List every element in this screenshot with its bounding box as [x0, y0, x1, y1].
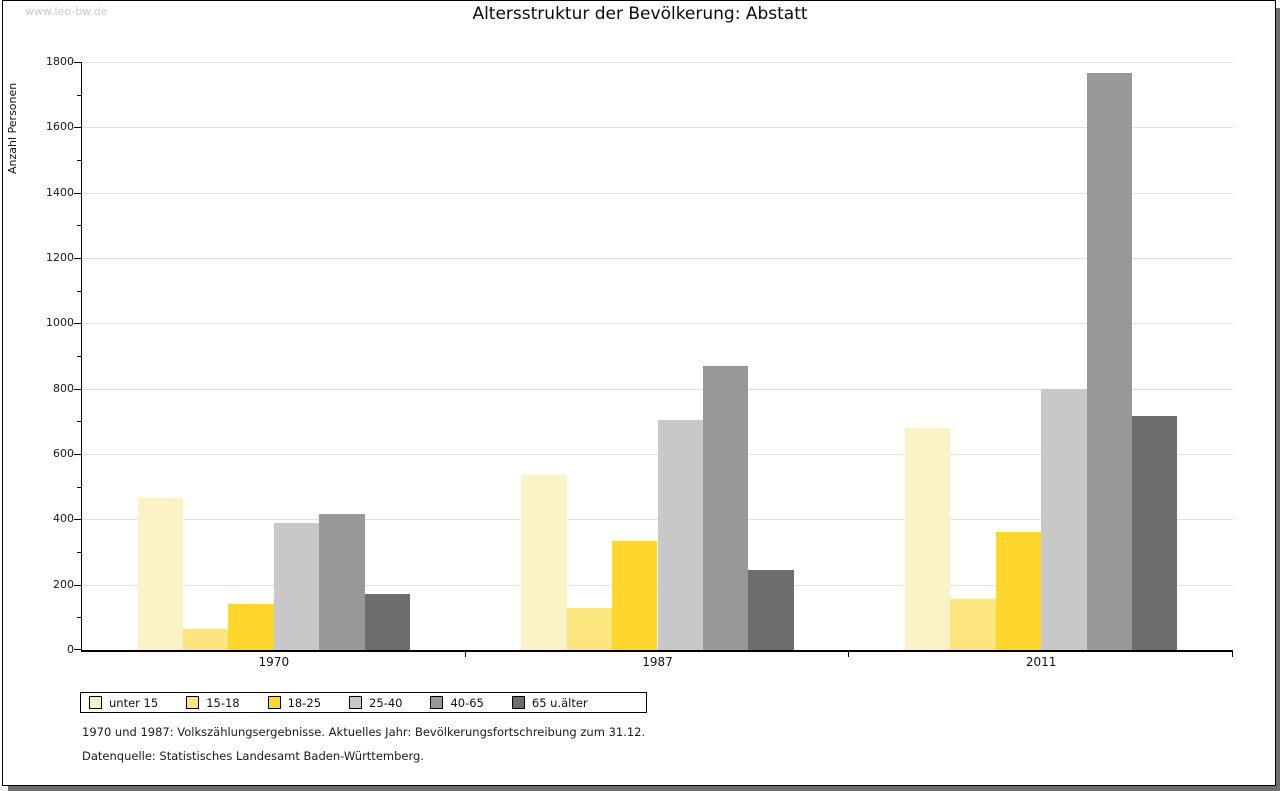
footnote-data-source: Datenquelle: Statistisches Landesamt Bad… [82, 749, 424, 763]
y-axis-tick-label: 600 [53, 447, 74, 460]
bar-2011-15-18 [950, 599, 996, 650]
y-axis-tick-label: 0 [67, 643, 74, 656]
y-axis-tick [74, 127, 81, 129]
window-shadow-right [1276, 8, 1280, 791]
x-category-label: 2011 [1025, 655, 1057, 669]
y-axis-tick [74, 388, 81, 390]
legend-label: 15-18 [206, 695, 240, 710]
y-axis-minor-tick [77, 617, 81, 619]
legend-swatch [349, 696, 363, 709]
y-axis-minor-tick [77, 552, 81, 553]
y-axis-minor-tick [77, 486, 81, 488]
bar-1987-65-u.älter [748, 569, 794, 650]
plot-area: 0 200 400 600 800 1000 1200 1400 1600 1800 1970 198… [46, 56, 1233, 669]
bar-1970-18-25 [228, 604, 274, 650]
legend-item: 18-25 [267, 695, 322, 710]
bar-1987-25-40 [657, 419, 703, 650]
y-axis-tick [74, 192, 81, 194]
legend-item: unter 15 [89, 696, 158, 710]
legend-label: 18-25 [287, 695, 322, 710]
y-axis-tick-label: 400 [53, 512, 74, 526]
gridline [82, 62, 1233, 63]
y-axis-tick [74, 454, 81, 455]
y-axis-tick-label: 1400 [46, 185, 74, 199]
legend-swatch [186, 696, 200, 709]
bar-1987-unter-15 [521, 475, 567, 650]
watermark: www.leo-bw.de [25, 5, 108, 18]
y-axis-tick [74, 519, 81, 521]
gridline [82, 323, 1233, 325]
y-axis-minor-tick [77, 94, 81, 96]
legend-label: unter 15 [109, 695, 159, 710]
gridline [82, 388, 1233, 390]
y-axis-minor-tick [77, 290, 81, 292]
legend-item: 65 u.älter [511, 695, 588, 710]
legend-swatch [89, 696, 102, 709]
bar-2011-unter-15 [904, 427, 951, 650]
legend-swatch [511, 696, 525, 709]
y-axis-minor-tick [77, 225, 81, 227]
bar-2011-25-40 [1041, 388, 1087, 650]
x-axis-tick [464, 652, 466, 657]
x-axis-tick [848, 652, 850, 657]
y-axis-minor-tick [77, 356, 81, 357]
y-axis-minor-tick [77, 160, 81, 161]
footnote-source-note: 1970 und 1987: Volkszählungsergebnisse. … [82, 725, 646, 739]
y-axis-tick [74, 323, 81, 325]
legend: unter 15 15-18 18-25 25-40 40-65 65 u.älter [80, 692, 647, 713]
legend-item: 25-40 [349, 696, 402, 710]
y-axis-minor-tick [77, 421, 81, 423]
bar-1987-18-25 [612, 540, 658, 650]
y-axis-tick-label: 1200 [46, 251, 74, 264]
legend-label: 65 u.älter [531, 695, 588, 710]
window-shadow-bottom [8, 786, 1276, 791]
bar-1970-unter-15 [137, 498, 184, 650]
gridline [82, 127, 1233, 129]
gridline [82, 192, 1233, 194]
y-axis-tick [74, 62, 81, 63]
bar-1987-40-65 [702, 365, 749, 650]
x-category-label: 1970 [258, 655, 290, 669]
y-axis-tick-label: 1800 [46, 55, 74, 68]
chart-title: Altersstruktur der Bevölkerung: Abstatt [472, 4, 808, 24]
x-axis-tick [1232, 652, 1233, 657]
bar-2011-18-25 [995, 532, 1042, 650]
y-axis-tick-label: 800 [53, 381, 74, 395]
legend-label: 40-65 [450, 695, 484, 710]
gridline [82, 258, 1233, 259]
y-axis-tick-label: 1000 [46, 316, 74, 330]
y-axis-tick [74, 258, 81, 259]
bar-1970-25-40 [273, 522, 320, 650]
legend-swatch [430, 696, 444, 709]
legend-item: 40-65 [430, 695, 484, 710]
bar-1970-15-18 [183, 628, 229, 650]
y-axis-tick [74, 649, 81, 650]
bar-1970-40-65 [319, 514, 365, 650]
x-category-label: 1987 [642, 655, 673, 669]
y-axis-tick-label: 1600 [46, 120, 74, 134]
bar-2011-65-u.älter [1131, 416, 1178, 650]
y-axis-tick [74, 584, 81, 586]
bar-2011-40-65 [1086, 73, 1132, 650]
legend-item: 15-18 [186, 695, 240, 710]
legend-label: 25-40 [369, 695, 403, 710]
bar-1970-65-u.älter [364, 594, 411, 650]
y-axis-title: Anzahl Personen [6, 82, 19, 174]
legend-swatch [267, 696, 281, 709]
y-axis-tick-label: 200 [53, 577, 74, 591]
bar-1987-15-18 [566, 607, 613, 650]
